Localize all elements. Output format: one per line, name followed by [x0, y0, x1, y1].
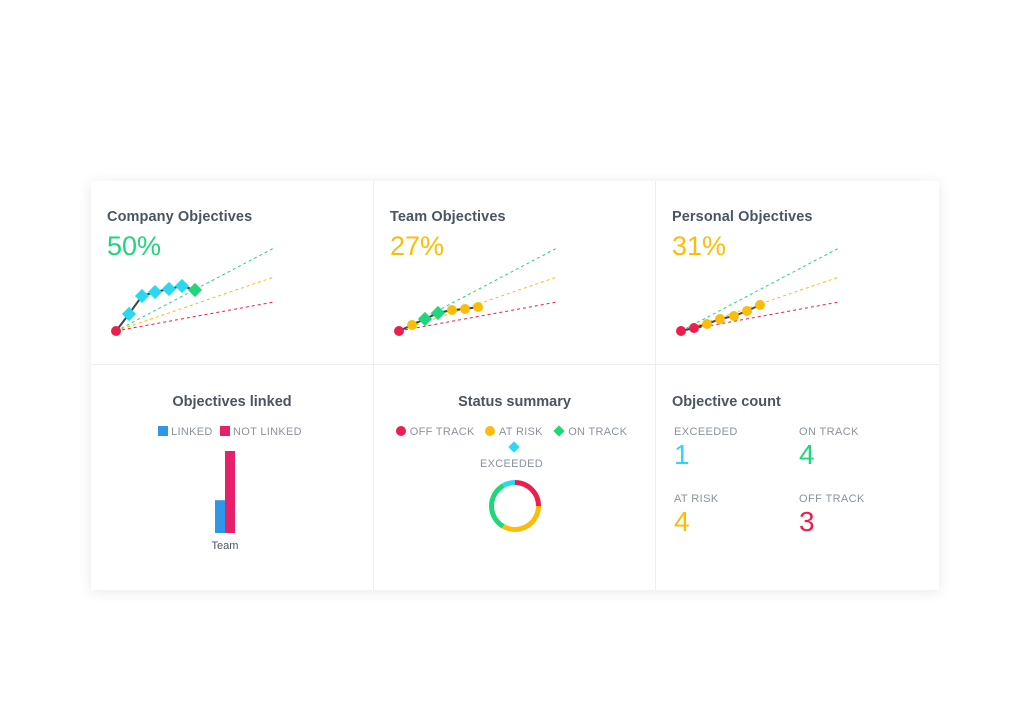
progress-point — [161, 281, 177, 297]
legend-linked[interactable]: LINKED — [158, 426, 213, 438]
count-off-track-value: 3 — [799, 506, 815, 537]
donut-slice-at-risk[interactable] — [502, 505, 541, 532]
team-objectives-title: Team Objectives — [390, 209, 506, 225]
bar-not-linked[interactable] — [225, 451, 235, 533]
progress-point — [729, 311, 739, 321]
donut-slice-on-track[interactable] — [489, 483, 505, 529]
objectives-linked-legend: LINKED NOT LINKED — [91, 426, 373, 438]
donut-slice-exceeded[interactable] — [502, 480, 516, 488]
progress-point — [473, 302, 483, 312]
legend-off-track-label: OFF TRACK — [409, 426, 475, 438]
on-track-trend-line — [680, 247, 840, 332]
at-risk-trend-line — [680, 276, 840, 332]
legend-linked-label: LINKED — [171, 426, 213, 438]
count-off-track[interactable]: OFF TRACK 3 — [799, 493, 865, 538]
progress-point — [689, 323, 699, 333]
not-linked-swatch — [220, 426, 231, 436]
count-exceeded[interactable]: EXCEEDED 1 — [674, 426, 738, 471]
company-objectives-trend-chart — [111, 247, 275, 336]
dashboard-card: Company Objectives 50% Team Objectives 2… — [91, 181, 939, 590]
status-summary-donut-chart — [489, 480, 541, 532]
at-risk-dot-icon — [484, 426, 495, 436]
legend-at-risk[interactable]: AT RISK — [484, 426, 543, 438]
team-objectives-panel[interactable]: Team Objectives 27% — [374, 181, 656, 365]
progress-point — [460, 304, 470, 314]
status-summary-title: Status summary — [458, 394, 571, 410]
progress-point — [755, 300, 765, 310]
legend-not-linked[interactable]: NOT LINKED — [220, 426, 302, 438]
legend-at-risk-label: AT RISK — [498, 426, 543, 438]
at-risk-trend-line — [398, 276, 558, 332]
count-exceeded-value: 1 — [674, 439, 690, 470]
personal-objectives-percent: 31% — [672, 231, 727, 261]
count-at-risk[interactable]: AT RISK 4 — [674, 493, 719, 538]
progress-point — [676, 326, 686, 336]
company-objectives-title: Company Objectives — [107, 209, 253, 225]
progress-point — [121, 306, 137, 322]
on-track-diamond-icon — [553, 425, 565, 437]
off-track-dot-icon — [395, 426, 406, 436]
personal-objectives-trend-chart — [676, 247, 840, 336]
status-summary-panel[interactable]: Status summary OFF TRACK AT RISK ON TRAC… — [374, 365, 656, 590]
personal-objectives-title: Personal Objectives — [672, 209, 813, 225]
objectives-linked-panel[interactable]: Objectives linked LINKED NOT LINKED Team — [91, 365, 374, 590]
progress-point — [394, 326, 404, 336]
at-risk-trend-line — [115, 276, 275, 332]
team-objectives-percent: 27% — [390, 231, 445, 261]
objective-count-title: Objective count — [672, 394, 781, 410]
objective-count-panel[interactable]: Objective count EXCEEDED 1 ON TRACK 4 AT… — [656, 365, 939, 590]
donut-slice-off-track[interactable] — [514, 480, 541, 507]
progress-point — [147, 284, 163, 300]
legend-exceeded-label: EXCEEDED — [480, 458, 543, 470]
progress-point — [417, 311, 433, 327]
count-exceeded-label: EXCEEDED — [674, 426, 738, 438]
objectives-linked-bar-chart: Team — [212, 451, 239, 552]
count-on-track-label: ON TRACK — [799, 426, 859, 438]
progress-point — [702, 319, 712, 329]
progress-point — [174, 278, 190, 294]
progress-point — [447, 305, 457, 315]
progress-point — [111, 326, 121, 336]
progress-point — [742, 306, 752, 316]
team-objectives-trend-chart — [394, 247, 558, 336]
progress-point — [134, 288, 150, 304]
objectives-linked-title: Objectives linked — [172, 394, 292, 410]
company-objectives-percent: 50% — [107, 231, 162, 261]
progress-point — [187, 282, 203, 298]
legend-on-track-label: ON TRACK — [568, 426, 628, 438]
bar-linked[interactable] — [215, 500, 225, 533]
off-track-trend-line — [398, 301, 558, 332]
progress-point — [430, 305, 446, 321]
progress-point — [407, 320, 417, 330]
exceeded-diamond-icon — [507, 441, 520, 453]
count-at-risk-value: 4 — [674, 506, 690, 537]
legend-not-linked-label: NOT LINKED — [233, 426, 302, 438]
count-at-risk-label: AT RISK — [674, 493, 719, 505]
personal-objectives-panel[interactable]: Personal Objectives 31% — [656, 181, 939, 365]
legend-on-track[interactable]: ON TRACK — [553, 425, 628, 438]
company-objectives-panel[interactable]: Company Objectives 50% — [91, 181, 374, 365]
legend-exceeded[interactable]: EXCEEDED — [480, 441, 543, 470]
count-off-track-label: OFF TRACK — [799, 493, 865, 505]
category-label: Team — [212, 540, 239, 552]
legend-off-track[interactable]: OFF TRACK — [395, 426, 475, 438]
off-track-trend-line — [115, 301, 275, 332]
progress-point — [715, 314, 725, 324]
linked-swatch — [158, 426, 169, 436]
status-summary-legend: OFF TRACK AT RISK ON TRACK EXCEEDED — [392, 424, 638, 472]
count-on-track-value: 4 — [799, 439, 815, 470]
count-on-track[interactable]: ON TRACK 4 — [799, 426, 859, 471]
